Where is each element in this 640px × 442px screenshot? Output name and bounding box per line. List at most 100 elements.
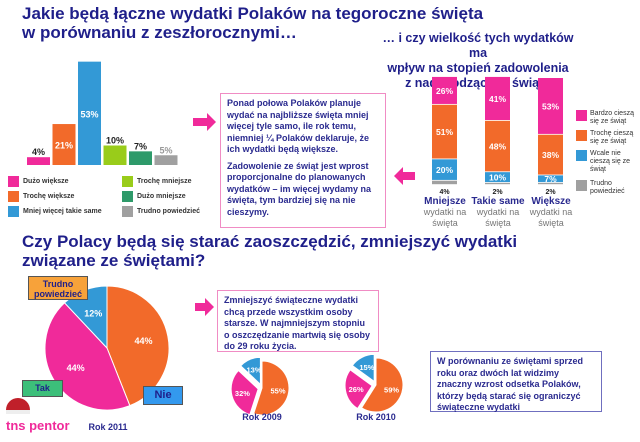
legend-item: Trochę cieszą się ze świąt: [576, 130, 638, 146]
stack-segment: [485, 182, 510, 185]
bar-label: 53%: [80, 109, 98, 119]
category-sub: wydatki na święta: [529, 207, 573, 228]
label-nie: Nie: [143, 386, 183, 405]
santa-hat-icon: [6, 398, 30, 414]
slice-label: 32%: [235, 389, 250, 398]
summary-text-box: Ponad połowa Polaków planuje wydać na na…: [220, 93, 386, 228]
bar-label: 10%: [106, 136, 124, 146]
arrow-right-icon: [193, 113, 216, 131]
stack-segment: [432, 104, 457, 159]
legend-swatch: [122, 191, 133, 202]
pie-rok-2009: 55% 32% 13% Rok 2009: [230, 356, 290, 422]
legend-item: Wcale nie cieszą się ze świąt: [576, 150, 638, 174]
stack-segment: [538, 134, 563, 175]
segment-label: 10%: [489, 173, 506, 183]
stack-segment: [538, 78, 563, 134]
arrow-right-icon: [195, 298, 214, 316]
segment-label: 2%: [545, 189, 556, 196]
bar-label: 7%: [134, 141, 147, 151]
bar: [103, 145, 127, 165]
logo: tns pentor: [6, 418, 70, 433]
pie-year-label: Rok 2010: [356, 412, 396, 422]
legend-swatch: [576, 150, 587, 161]
stack-segment: [485, 120, 510, 172]
bar-label: 21%: [55, 141, 73, 151]
pie-rok-2010: 59% 26% 15% Rok 2010: [344, 353, 404, 422]
legend-label: Trochę cieszą się ze świąt: [590, 130, 634, 145]
legend-swatch: [576, 130, 587, 141]
summary-paragraph: Ponad połowa Polaków planuje wydać na na…: [227, 98, 370, 154]
segment-label: 4%: [439, 189, 450, 196]
category-label: Takie same wydatki na święta: [468, 196, 528, 229]
segment-label: 7%: [544, 174, 557, 184]
legend-swatch: [8, 206, 19, 217]
summary-paragraph: Zadowolenie ze świąt jest wprost proporc…: [227, 160, 372, 217]
legend-swatch: [576, 180, 587, 191]
legend-swatch: [122, 206, 133, 217]
pie-rok-2011: 44% 44% 12% Rok 2011: [44, 285, 170, 432]
category-sub: wydatki na święta: [423, 207, 467, 228]
legend-item: Trudno powiedzieć: [122, 206, 200, 217]
slice-label: 59%: [384, 386, 399, 395]
category-main: Większe: [531, 196, 571, 207]
section1-title: Jakie będą łączne wydatki Polaków na teg…: [22, 4, 483, 42]
stack-segment: [538, 175, 563, 183]
segment-label: 2%: [492, 189, 503, 196]
slice-label: 12%: [84, 308, 102, 318]
bar: [27, 157, 50, 165]
bar: [52, 124, 76, 165]
label-trudno: Trudno powiedzieć: [28, 276, 88, 300]
slice-label: 26%: [349, 385, 364, 394]
pie-year-label: Rok 2011: [88, 422, 127, 432]
stack-segment: [485, 172, 510, 183]
stack-segment: [432, 180, 457, 185]
category-label: Mniejsze wydatki na święta: [415, 196, 475, 229]
bar: [129, 151, 152, 165]
slice-label: 55%: [270, 387, 285, 396]
title-line: związane ze świętami?: [22, 251, 206, 270]
legend-item: Trudno powiedzieć: [576, 180, 638, 196]
pie-slice: [230, 369, 259, 416]
legend-label: Bardzo cieszą się ze świąt: [590, 110, 634, 125]
pie-slice: [253, 360, 290, 416]
savings-pie-charts: 44% 44% 12% Rok 2011 55% 32% 13% Rok 2009 59% 26%…: [44, 285, 404, 432]
legend-item: Bardzo cieszą się ze świąt: [576, 110, 638, 126]
slice-label: 13%: [246, 365, 261, 374]
legend-item: Trochę większe: [8, 191, 74, 202]
segment-label: 26%: [436, 86, 453, 96]
bar-label: 4%: [32, 147, 45, 157]
legend-label: Trudno powiedzieć: [137, 208, 201, 215]
legend-label: Mniej więcej takie same: [23, 208, 102, 215]
slice-label: 44%: [67, 363, 85, 373]
stack-segment: [432, 76, 457, 104]
segment-label: 20%: [436, 165, 453, 175]
legend-swatch: [576, 110, 587, 121]
title-line: wpływ na stopień zadowolenia: [387, 61, 569, 75]
comparison-text-box: W porównaniu ze świętami sprzed roku ora…: [430, 351, 602, 412]
category-main: Mniejsze: [424, 196, 466, 207]
bar-label: 5%: [159, 145, 172, 155]
title-line: Czy Polacy będą się starać zaoszczędzić,…: [22, 232, 518, 251]
legend-swatch: [8, 191, 19, 202]
legend-label: Dużo mniejsze: [137, 193, 186, 200]
legend-label: Dużo większe: [23, 178, 69, 185]
legend-item: Dużo mniejsze: [122, 191, 186, 202]
slice-label: 44%: [135, 336, 153, 346]
stack-segment: [432, 159, 457, 180]
segment-label: 41%: [489, 94, 506, 104]
category-main: Takie same: [471, 196, 525, 207]
legend-label: Trudno powiedzieć: [590, 180, 625, 195]
pie-year-label: Rok 2009: [242, 412, 282, 422]
stack-segment: [538, 182, 563, 185]
arrow-left-icon: [394, 167, 415, 185]
legend-swatch: [122, 176, 133, 187]
legend-swatch: [8, 176, 19, 187]
pie-slice: [344, 369, 373, 410]
segment-label: 38%: [542, 150, 559, 160]
title-line: w porównaniu z zeszłorocznymi…: [22, 23, 297, 42]
pie-slice: [351, 353, 375, 383]
slice-label: 15%: [359, 363, 374, 372]
segment-label: 51%: [436, 127, 453, 137]
spending-bar-chart: 4% 21% 53% 10% 7% 5%: [27, 61, 178, 165]
bar: [154, 155, 178, 165]
